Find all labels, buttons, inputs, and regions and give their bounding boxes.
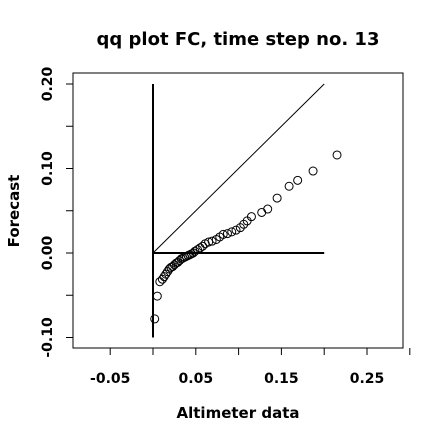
y-tick-label: -0.10 bbox=[40, 317, 56, 358]
qq-point bbox=[222, 229, 232, 239]
x-tick-labels: -0.05 0.05 0.15 0.25 bbox=[90, 371, 384, 387]
data-points bbox=[150, 150, 342, 324]
qq-point bbox=[227, 227, 237, 237]
y-tick-labels: -0.10 0.00 0.10 0.20 bbox=[40, 66, 56, 357]
qq-point bbox=[231, 225, 241, 235]
qq-point bbox=[239, 219, 249, 229]
qq-point bbox=[246, 212, 256, 222]
x-tick-label: 0.25 bbox=[350, 371, 385, 387]
qq-point bbox=[218, 229, 228, 239]
x-tick-label: -0.05 bbox=[90, 371, 130, 387]
qq-point bbox=[272, 193, 282, 203]
x-tick-label: 0.15 bbox=[264, 371, 299, 387]
axis-ticks bbox=[66, 83, 411, 355]
qq-point bbox=[198, 241, 208, 251]
x-tick-label: 0.05 bbox=[179, 371, 214, 387]
x-axis-label: Altimeter data bbox=[177, 404, 300, 422]
y-tick-label: 0.00 bbox=[40, 235, 56, 270]
qq-point bbox=[263, 204, 273, 214]
qq-point bbox=[207, 236, 217, 246]
qq-point bbox=[150, 314, 160, 324]
y-tick-label: 0.20 bbox=[40, 66, 56, 101]
qq-point bbox=[284, 181, 294, 191]
qq-point bbox=[332, 150, 342, 160]
qq-point bbox=[257, 207, 267, 217]
qq-point bbox=[152, 291, 162, 301]
y-tick-label: 0.10 bbox=[40, 151, 56, 186]
diagonal-reference-line bbox=[152, 83, 325, 254]
reference-lines bbox=[152, 83, 325, 338]
plot-frame bbox=[72, 72, 404, 349]
y-axis-label: Forecast bbox=[5, 175, 23, 248]
chart-title: qq plot FC, time step no. 13 bbox=[97, 29, 380, 50]
qq-point bbox=[235, 223, 245, 233]
qq-point bbox=[193, 245, 203, 255]
qq-point bbox=[308, 166, 318, 176]
qq-point bbox=[190, 246, 200, 256]
qq-point bbox=[293, 175, 303, 185]
